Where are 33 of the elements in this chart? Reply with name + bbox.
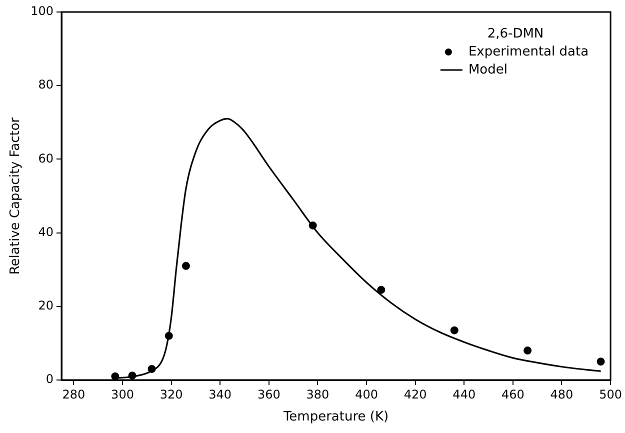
- point: [164, 332, 173, 340]
- x-tick-label: 500: [599, 387, 622, 402]
- point: [377, 286, 386, 294]
- point: [524, 346, 532, 355]
- x-tick-label: 400: [355, 387, 378, 402]
- x-tick-label: 300: [111, 387, 134, 402]
- x-axis-title: Temperature (K): [282, 410, 389, 425]
- x-tick-label: 340: [208, 387, 232, 402]
- y-axis-title: Relative Capacity Factor: [8, 116, 24, 275]
- x-tick-label: 460: [501, 387, 524, 402]
- y-tick-label: 20: [38, 298, 54, 313]
- point: [308, 221, 317, 230]
- point: [148, 364, 156, 373]
- legend-label: Experimental data: [468, 44, 589, 60]
- point: [128, 372, 136, 380]
- x-tick-label: 480: [550, 387, 574, 402]
- x-tick-label: 420: [404, 387, 427, 402]
- point: [111, 372, 120, 380]
- y-tick-label: 60: [38, 151, 54, 166]
- x-tick-label: 320: [160, 387, 183, 402]
- legend-title: 2,6-DMN: [487, 26, 544, 42]
- x-tick-label: 380: [306, 387, 330, 402]
- y-tick-label: 100: [30, 4, 54, 18]
- x-tick-label: 280: [62, 387, 86, 402]
- point: [182, 262, 190, 270]
- y-tick-label: 0: [46, 372, 54, 386]
- x-tick-label: 440: [452, 387, 476, 402]
- legend-label: Model: [468, 62, 508, 78]
- y-tick-label: 80: [38, 78, 54, 92]
- point: [450, 326, 458, 334]
- y-tick-label: 40: [38, 224, 54, 239]
- x-tick-label: 360: [257, 387, 280, 402]
- point: [596, 358, 605, 366]
